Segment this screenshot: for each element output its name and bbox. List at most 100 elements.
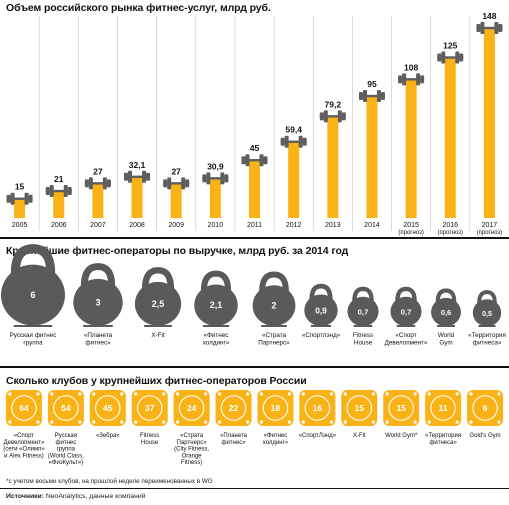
kettlebell-body — [194, 284, 238, 326]
value-label: 21 — [54, 174, 64, 184]
kettlebell-handle — [10, 244, 56, 278]
operators-chart-title: Крупнейшие фитнес-операторы по выручке, … — [6, 245, 349, 257]
tick-label: 2011 — [247, 222, 262, 229]
value-label: 45 — [250, 143, 260, 153]
category-label: фитнес» — [222, 440, 247, 446]
market-chart: 15 2005 21 2006 27 2007 32,1 2008 27 2009 30,9 2010… — [6, 11, 509, 236]
category-label: Gym — [439, 340, 452, 347]
value-label: 2,1 — [210, 300, 223, 310]
weight-plate-icon — [425, 390, 462, 426]
dumbbell-handle — [241, 159, 268, 162]
category-label: Девелопмент» — [385, 340, 428, 347]
dumbbell-icon — [398, 73, 425, 86]
dumbbell-icon — [163, 177, 190, 190]
plate-hole — [204, 392, 208, 396]
kettlebell-handle — [309, 283, 333, 302]
category-label: «Спорт — [395, 332, 416, 339]
bar — [366, 96, 378, 218]
plate-ring — [346, 395, 373, 421]
dumbbell-icon — [319, 110, 346, 123]
value-label: 79,2 — [325, 99, 342, 109]
tick-note: (прогноз) — [398, 230, 423, 236]
value-label: 24 — [187, 403, 197, 413]
plate-hole — [120, 392, 124, 396]
category-label: «Спортлэнд» — [302, 332, 341, 339]
dumbbell-handle — [437, 56, 464, 59]
kettlebell-handle — [259, 271, 289, 294]
plate-hole — [427, 392, 431, 396]
value-label: 95 — [367, 79, 377, 89]
kettlebell-body — [390, 296, 422, 327]
bar — [249, 160, 260, 218]
category-label: (City Fitness, — [174, 447, 209, 453]
dumbbell-icon — [6, 192, 33, 205]
value-label: 16 — [313, 403, 323, 413]
value-label: 18 — [271, 403, 281, 413]
plate-hole — [301, 392, 305, 396]
section-divider — [0, 366, 509, 368]
dumbbell-plate — [84, 179, 89, 188]
plate-hole — [92, 420, 96, 424]
plate-hole — [497, 392, 501, 396]
bar — [53, 191, 65, 218]
dumbbell-handle — [6, 197, 33, 200]
dumbbell-icon — [202, 172, 229, 185]
plate-ring — [430, 395, 456, 421]
plate-hole — [371, 420, 375, 424]
kettlebell-icon — [252, 271, 296, 327]
dumbbell-plate — [220, 172, 225, 185]
plate-ring — [220, 395, 247, 421]
plate-hole — [329, 420, 333, 424]
dumbbell-plate — [380, 92, 385, 101]
dumbbell-plate — [319, 112, 324, 121]
dumbbell-plate — [185, 179, 190, 188]
weight-plate-icon — [89, 390, 126, 426]
tick-label: 2014 — [364, 222, 380, 229]
value-label: 125 — [443, 41, 457, 51]
plate-hole — [385, 420, 389, 424]
plate-ring — [11, 395, 37, 421]
category-label: Русская фитнес — [10, 332, 57, 339]
kettlebell-icon — [390, 286, 422, 327]
source-text: NeoAnalytics, данные компаний — [45, 493, 146, 500]
value-label: 108 — [404, 62, 418, 72]
plate-ring — [95, 395, 121, 421]
value-label: 148 — [482, 11, 496, 21]
kettlebell-icon — [431, 288, 461, 327]
kettlebell-icon — [134, 267, 182, 327]
dumbbell-plate — [498, 24, 503, 32]
plate-hole — [497, 420, 501, 424]
plate-hole — [120, 420, 124, 424]
plate-hole — [287, 420, 292, 424]
value-label: 0,7 — [358, 307, 369, 316]
weight-plate-icon — [47, 390, 84, 426]
value-label: 15 — [396, 403, 406, 413]
tick-label: 2005 — [12, 222, 28, 229]
section-divider — [0, 237, 509, 239]
plate-hole — [385, 392, 389, 396]
plate-hole — [50, 392, 54, 396]
kettlebell-body — [73, 278, 123, 326]
tick-label: 2016 — [442, 222, 458, 229]
kettlebell-handle — [80, 263, 116, 289]
kettlebell-base — [437, 325, 455, 327]
category-label: «Зебра» — [96, 433, 120, 439]
category-label: и Alex Fitness) — [4, 453, 44, 459]
category-label: группа — [57, 447, 76, 453]
dumbbell-plate — [420, 75, 425, 84]
bar — [405, 79, 417, 218]
category-label: Gold's Gym — [469, 433, 500, 439]
bar — [483, 28, 495, 218]
dumbbell-plate — [63, 185, 68, 198]
plate-ring — [262, 395, 289, 421]
plate-hole — [329, 392, 333, 396]
kettlebell-body — [134, 281, 182, 326]
kettlebell-icon — [194, 270, 238, 327]
dumbbell-plate — [416, 73, 421, 86]
value-label: 6 — [30, 290, 35, 300]
plate-hole — [259, 420, 264, 424]
dumbbell-plate — [398, 75, 403, 84]
kettlebell-handle — [352, 286, 374, 304]
kettlebell-handle — [141, 267, 175, 292]
value-label: 27 — [93, 166, 103, 176]
